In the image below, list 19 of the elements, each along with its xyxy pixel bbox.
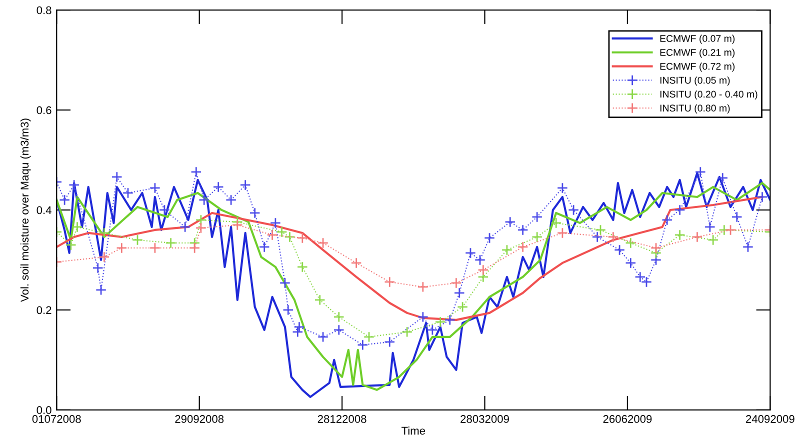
x-tick-label: 01072008 — [32, 415, 81, 423]
legend-label: ECMWF (0.21 m) — [660, 48, 735, 58]
legend-label: ECMWF (0.07 m) — [660, 34, 735, 44]
y-tick-label: 0.4 — [36, 206, 52, 214]
legend-label: ECMWF (0.72 m) — [660, 62, 735, 72]
legend-label: INSITU (0.20 - 0.40 m) — [660, 90, 758, 100]
y-axis-title: Vol. soil moisture over Maqu (m3/m3) — [20, 118, 31, 302]
x-tick-label: 28032009 — [460, 415, 509, 423]
legend-label: INSITU (0.05 m) — [660, 76, 730, 86]
legend-label: INSITU (0.80 m) — [660, 104, 730, 114]
x-tick-label: 24092009 — [746, 415, 794, 423]
x-tick-label: 26062009 — [603, 415, 652, 423]
x-axis-title: Time — [402, 426, 426, 435]
y-tick-label: 0.6 — [36, 106, 52, 114]
y-tick-label: 0.2 — [36, 306, 52, 314]
y-tick-label: 0.0 — [36, 406, 52, 414]
x-tick-label: 29092008 — [175, 415, 224, 423]
y-tick-label: 0.8 — [36, 6, 52, 14]
x-tick-label: 28122008 — [318, 415, 366, 423]
